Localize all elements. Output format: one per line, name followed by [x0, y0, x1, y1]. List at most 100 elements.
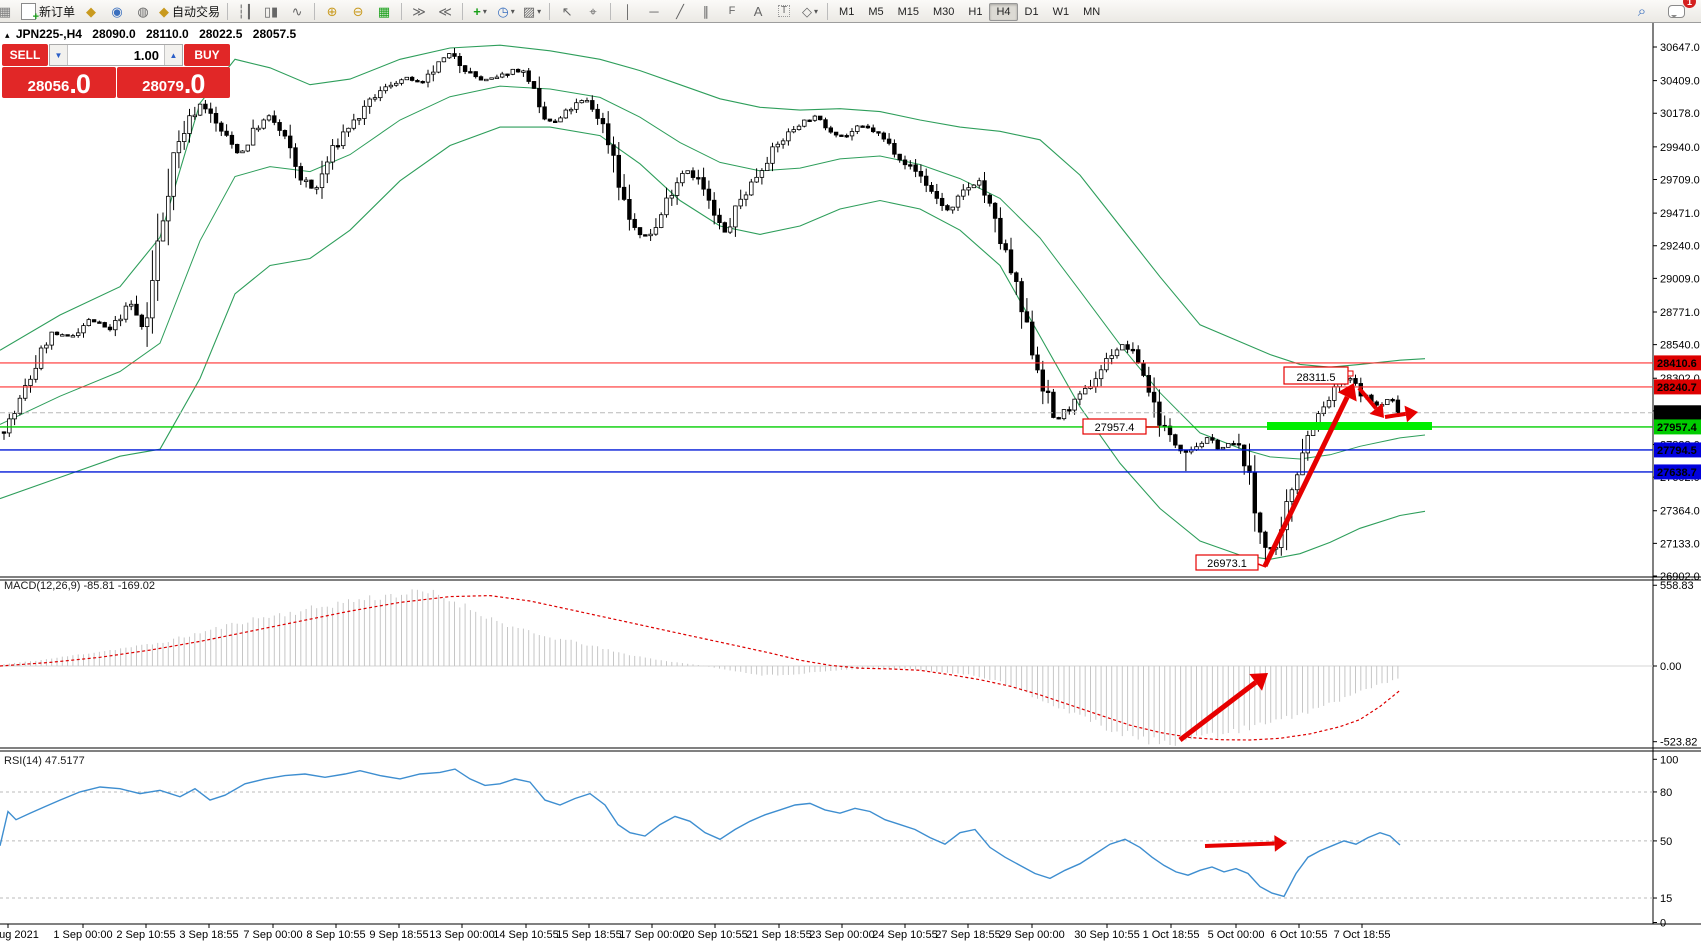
trendline-tool-button[interactable]: ╱: [667, 1, 693, 21]
svg-text:7 Oct 18:55: 7 Oct 18:55: [1334, 929, 1391, 941]
annotation-arrow[interactable]: [1204, 841, 1275, 848]
chart-shift-button[interactable]: ≪: [432, 1, 458, 21]
tf-button-h4[interactable]: H4: [989, 3, 1018, 21]
autotrade-button[interactable]: ◆ 自动交易: [159, 3, 221, 19]
svg-text:28057.5: 28057.5: [1657, 408, 1697, 420]
annotation-price-label[interactable]: [1195, 554, 1259, 571]
experts-button[interactable]: ◉: [104, 1, 130, 21]
annotation-arrowhead: [1249, 673, 1268, 691]
new-order-icon: +: [21, 2, 39, 22]
macd-label: MACD(12,26,9) -85.81 -169.02: [4, 580, 156, 592]
price-badge: [1654, 442, 1701, 458]
svg-text:1 Sep 00:00: 1 Sep 00:00: [53, 929, 112, 941]
svg-text:6 Oct 10:55: 6 Oct 10:55: [1271, 929, 1328, 941]
sell-button[interactable]: SELL: [2, 44, 48, 66]
price-badge: [1654, 464, 1701, 480]
svg-text:30 Aug 2021: 30 Aug 2021: [0, 929, 39, 941]
shapes-icon: ◇: [802, 3, 813, 19]
ohlc-close: 28057.5: [252, 27, 297, 41]
svg-text:23 Sep 00:00: 23 Sep 00:00: [809, 929, 874, 941]
svg-text:27957.4: 27957.4: [1095, 422, 1135, 434]
tf-button-m15[interactable]: M15: [897, 6, 919, 18]
shapes-tool-button[interactable]: ◇ ▾: [797, 1, 823, 21]
new-order-button[interactable]: + 新订单: [18, 1, 78, 22]
templates-button[interactable]: ▨ ▾: [519, 1, 545, 21]
tile-windows-button[interactable]: ▦: [371, 1, 397, 21]
template-icon: ▨: [522, 3, 536, 19]
tf-button-w1[interactable]: W1: [1052, 6, 1070, 18]
svg-text:29471.0: 29471.0: [1660, 208, 1700, 220]
line-chart-icon: ∿: [291, 3, 303, 19]
fibonacci-tool-button[interactable]: F: [719, 1, 745, 21]
bar-chart-button[interactable]: ┆┃: [232, 1, 258, 21]
auto-scroll-icon: ≫: [412, 3, 426, 19]
text-tool-button[interactable]: A: [745, 1, 771, 21]
svg-text:28540.0: 28540.0: [1660, 340, 1700, 352]
cursor-tool-button[interactable]: ↖: [554, 1, 580, 21]
periods-button[interactable]: ◷ ▾: [493, 1, 519, 21]
lot-decrease-button[interactable]: ▼: [50, 45, 68, 65]
svg-text:27364.0: 27364.0: [1660, 506, 1700, 518]
macd-signal-line: [0, 594, 1401, 741]
svg-text:20 Sep 10:55: 20 Sep 10:55: [682, 929, 747, 941]
svg-text:50: 50: [1660, 836, 1672, 848]
hline-icon: ─: [649, 3, 659, 19]
signals-button[interactable]: ◍: [130, 1, 156, 21]
annotation-arrow[interactable]: [1384, 411, 1407, 419]
tf-button-mn[interactable]: MN: [1083, 6, 1101, 18]
annotation-arrow[interactable]: [1357, 386, 1378, 410]
symbol-header: ▴ JPN225-,H4 28090.0 28110.0 28022.5 280…: [5, 27, 296, 41]
annotation-green-bar[interactable]: [1267, 422, 1432, 430]
tf-button-m30[interactable]: M30: [933, 6, 955, 18]
tf-button-h1[interactable]: H1: [968, 6, 983, 18]
svg-text:28311.5: 28311.5: [1297, 372, 1336, 384]
svg-text:29240.0: 29240.0: [1660, 241, 1700, 253]
indicators-button[interactable]: + ▾: [467, 1, 493, 21]
lot-increase-button[interactable]: ▲: [164, 45, 182, 65]
svg-text:28410.6: 28410.6: [1657, 358, 1697, 370]
svg-text:100: 100: [1660, 754, 1678, 766]
buy-price-button[interactable]: 28079 .0: [116, 67, 230, 98]
svg-text:17 Sep 00:00: 17 Sep 00:00: [619, 929, 684, 941]
history-button[interactable]: ◆: [78, 1, 104, 21]
experts-icon: ◉: [111, 3, 123, 19]
tf-button-m5[interactable]: M5: [868, 6, 884, 18]
tf-button-m1[interactable]: M1: [839, 6, 855, 18]
svg-text:-523.82: -523.82: [1660, 737, 1697, 749]
chevron-down-icon: ▾: [482, 6, 487, 16]
svg-text:27794.5: 27794.5: [1657, 445, 1697, 457]
vline-tool-button[interactable]: │: [615, 1, 641, 21]
annotation-arrow[interactable]: [1178, 680, 1258, 742]
sell-price-button[interactable]: 28056 .0: [2, 67, 116, 98]
svg-text:24 Sep 10:55: 24 Sep 10:55: [872, 929, 937, 941]
ohlc-low: 28022.5: [199, 27, 243, 41]
annotation-arrowhead: [1369, 403, 1384, 418]
annotation-arrow[interactable]: [1262, 395, 1350, 568]
crosshair-tool-button[interactable]: ⌖: [580, 1, 606, 21]
zoom-out-button[interactable]: ⊖: [345, 1, 371, 21]
chevron-down-icon: ▾: [510, 6, 515, 16]
label-tool-button[interactable]: T: [771, 1, 797, 21]
search-button[interactable]: ⌕: [1629, 1, 1655, 21]
channel-tool-button[interactable]: ∥: [693, 1, 719, 21]
zoom-in-button[interactable]: ⊕: [319, 1, 345, 21]
line-chart-button[interactable]: ∿: [284, 1, 310, 21]
buy-button[interactable]: BUY: [184, 44, 230, 66]
rsi-line: [0, 768, 1401, 898]
trendline-icon: ╱: [676, 3, 684, 19]
hline-tool-button[interactable]: ─: [641, 1, 667, 21]
svg-text:14 Sep 10:55: 14 Sep 10:55: [493, 929, 558, 941]
chevron-down-icon: ▾: [814, 6, 819, 16]
lot-input[interactable]: 1.00: [133, 47, 159, 63]
auto-scroll-button[interactable]: ≫: [406, 1, 432, 21]
tf-button-d1[interactable]: D1: [1024, 6, 1039, 18]
candle-chart-button[interactable]: ▯▮: [258, 1, 284, 21]
svg-text:26902.0: 26902.0: [1660, 571, 1700, 583]
chart-button[interactable]: ▦: [0, 1, 18, 21]
label-icon: T: [777, 5, 791, 17]
chart-shift-icon: ≪: [438, 3, 452, 19]
svg-text:0: 0: [1660, 918, 1666, 930]
notifications-button[interactable]: 1: [1663, 0, 1696, 21]
ohlc-open: 28090.0: [92, 27, 136, 41]
